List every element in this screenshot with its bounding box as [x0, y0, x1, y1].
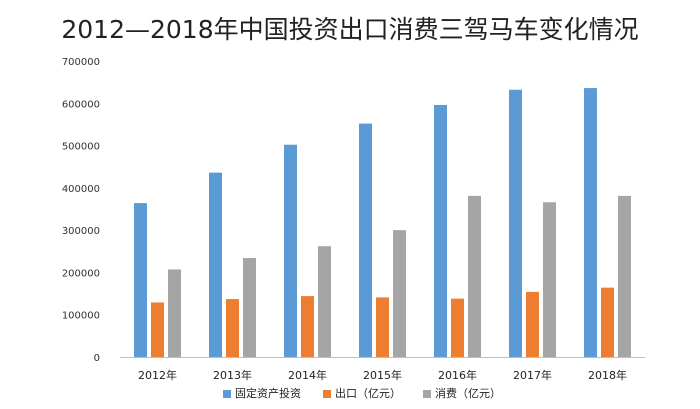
x-tick-label: 2013年 — [213, 368, 252, 382]
y-tick-label: 500000 — [62, 142, 100, 153]
y-tick-label: 600000 — [62, 99, 100, 110]
bar-series1-2 — [301, 296, 314, 357]
bar-series2-4 — [468, 195, 481, 357]
y-tick-label: 700000 — [62, 57, 100, 68]
bar-series1-0 — [151, 302, 164, 357]
legend-label-0: 固定资产投资 — [235, 386, 301, 400]
bar-series2-1 — [243, 258, 256, 357]
x-tick-label: 2018年 — [588, 368, 627, 382]
legend-swatch-0 — [223, 390, 231, 398]
y-tick-label: 400000 — [62, 184, 100, 195]
legend-swatch-2 — [423, 390, 431, 398]
legend-swatch-1 — [323, 390, 331, 398]
bar-series0-4 — [434, 104, 447, 357]
bar-series2-3 — [393, 230, 406, 357]
bar-series2-2 — [318, 246, 331, 357]
bar-series0-5 — [509, 89, 522, 358]
x-tick-label: 2012年 — [138, 368, 177, 382]
bar-series0-0 — [134, 203, 147, 357]
bar-series1-3 — [376, 297, 389, 357]
bar-series1-6 — [601, 287, 614, 357]
x-tick-label: 2016年 — [438, 368, 477, 382]
bar-series1-5 — [526, 291, 539, 357]
bar-series0-1 — [209, 172, 222, 357]
bar-series0-6 — [584, 88, 597, 357]
x-tick-label: 2017年 — [513, 368, 552, 382]
bar-series2-5 — [543, 202, 556, 357]
y-tick-label: 0 — [94, 353, 100, 364]
x-tick-label: 2015年 — [363, 368, 402, 382]
bar-series0-2 — [284, 144, 297, 357]
x-tick-label: 2014年 — [288, 368, 327, 382]
bar-series2-6 — [618, 195, 631, 357]
legend-label-2: 消费（亿元） — [435, 386, 501, 400]
legend-label-1: 出口（亿元） — [335, 386, 401, 400]
y-tick-label: 100000 — [62, 311, 100, 322]
chart-title: 2012—2018年中国投资出口消费三驾马车变化情况 — [61, 15, 639, 44]
bar-series0-3 — [359, 123, 372, 357]
bar-series1-1 — [226, 299, 239, 357]
y-tick-label: 200000 — [62, 268, 100, 279]
y-tick-label: 300000 — [62, 226, 100, 237]
bar-series1-4 — [451, 298, 464, 357]
bar-series2-0 — [168, 269, 181, 357]
